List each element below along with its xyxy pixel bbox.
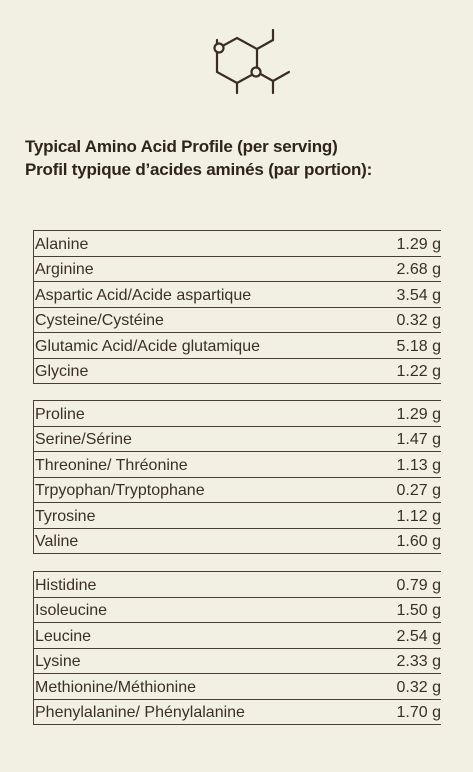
amino-amount: 3.54 g [396, 286, 441, 304]
amino-name: Methionine/Méthionine [35, 678, 196, 696]
table-row: Aspartic Acid/Acide aspartique 3.54 g [34, 282, 441, 308]
amino-amount: 0.32 g [396, 312, 441, 329]
amino-name: Isoleucine [35, 602, 108, 619]
amino-amount: 0.79 g [396, 576, 441, 594]
amino-amount: 1.47 g [396, 431, 441, 448]
amino-name: Glutamic Acid/Acide glutamique [35, 337, 260, 355]
table-row: Arginine 2.68 g [34, 257, 441, 282]
amino-name: Phenylalanine/ Phénylalanine [35, 704, 245, 721]
amino-amount: 1.29 g [396, 405, 441, 423]
table-row: Tyrosine 1.12 g [34, 503, 441, 529]
amino-amount: 2.54 g [396, 627, 441, 645]
amino-name: Valine [35, 533, 79, 550]
table-row: Isoleucine 1.50 g [34, 598, 441, 623]
table-row: Proline 1.29 g [34, 401, 441, 427]
amino-name: Histidine [35, 576, 97, 594]
title-en: Typical Amino Acid Profile (per serving) [25, 137, 338, 156]
amino-name: Trpyophan/Tryptophane [35, 482, 205, 499]
amino-name: Glycine [35, 363, 89, 380]
title-fr: Profil typique d’acides aminés (par port… [25, 160, 373, 179]
table-row: Leucine 2.54 g [34, 623, 441, 649]
table-row: Glycine 1.22 g [34, 359, 441, 384]
table-row: Serine/Sérine 1.47 g [34, 427, 441, 452]
amino-name: Arginine [35, 261, 94, 278]
amino-name: Leucine [35, 627, 92, 645]
table-group: Alanine 1.29 g Arginine 2.68 g Aspartic Acid… [33, 230, 441, 384]
amino-name: Aspartic Acid/Acide aspartique [35, 286, 252, 304]
table-row: Glutamic Acid/Acide glutamique 5.18 g [34, 333, 441, 359]
amino-amount: 2.33 g [396, 653, 441, 670]
amino-amount: 1.29 g [396, 235, 441, 253]
table-row: Phenylalanine/ Phénylalanine 1.70 g [34, 700, 441, 725]
amino-name: Cysteine/Cystéine [35, 312, 164, 329]
amino-amount: 0.27 g [396, 482, 441, 499]
amino-name: Proline [35, 405, 85, 423]
amino-name: Serine/Sérine [35, 431, 132, 448]
table-group: Histidine 0.79 g Isoleucine 1.50 g Leucine 2.… [33, 571, 441, 725]
amino-name: Alanine [35, 235, 89, 253]
amino-amount: 1.13 g [396, 456, 441, 474]
amino-amount: 1.12 g [396, 507, 441, 525]
table-row: Lysine 2.33 g [34, 649, 441, 674]
table-row: Cysteine/Cystéine 0.32 g [34, 308, 441, 333]
amino-amount: 1.22 g [396, 363, 441, 380]
amino-amount: 2.68 g [396, 261, 441, 278]
amino-amount: 0.32 g [396, 678, 441, 696]
table-row: Histidine 0.79 g [34, 572, 441, 598]
table-row: Trpyophan/Tryptophane 0.27 g [34, 478, 441, 503]
amino-name: Lysine [35, 653, 81, 670]
amino-name: Threonine/ Thréonine [35, 456, 188, 474]
table-row: Alanine 1.29 g [34, 231, 441, 257]
amino-amount: 1.70 g [396, 704, 441, 721]
amino-amount: 5.18 g [396, 337, 441, 355]
table-row: Methionine/Méthionine 0.32 g [34, 674, 441, 700]
amino-name: Tyrosine [35, 507, 96, 525]
table-group: Proline 1.29 g Serine/Sérine 1.47 g Threonin… [33, 400, 441, 554]
amino-amount: 1.60 g [396, 533, 441, 550]
amino-amount: 1.50 g [396, 602, 441, 619]
table-row: Threonine/ Thréonine 1.13 g [34, 452, 441, 478]
table-row: Valine 1.60 g [34, 529, 441, 554]
molecule-icon [213, 28, 291, 95]
